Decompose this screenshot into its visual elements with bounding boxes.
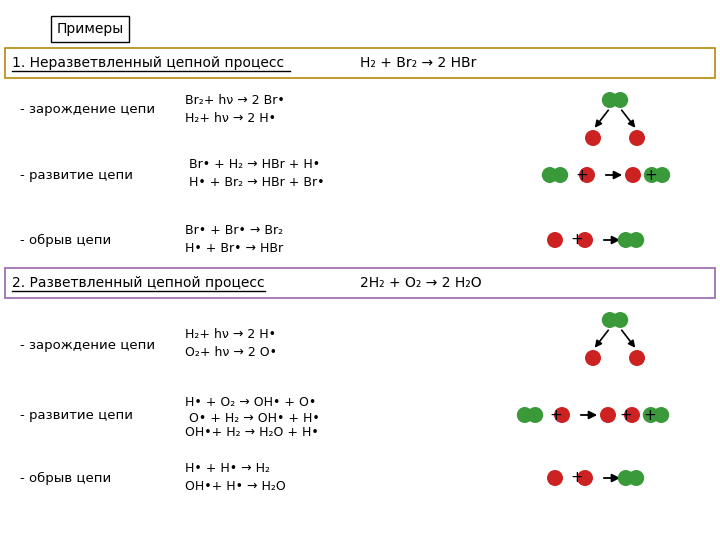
Circle shape xyxy=(653,407,669,423)
Circle shape xyxy=(612,92,628,108)
Text: H• + Br₂ → HBr + Br•: H• + Br₂ → HBr + Br• xyxy=(185,177,325,190)
Text: H• + O₂ → OH• + O•: H• + O₂ → OH• + O• xyxy=(185,396,316,409)
Text: +: + xyxy=(575,167,588,183)
Text: H₂+ hν → 2 H•: H₂+ hν → 2 H• xyxy=(185,328,276,341)
Text: +: + xyxy=(644,167,657,183)
Circle shape xyxy=(654,167,670,183)
Circle shape xyxy=(547,470,563,486)
FancyBboxPatch shape xyxy=(5,268,715,298)
Circle shape xyxy=(618,232,634,248)
Text: Br₂+ hν → 2 Br•: Br₂+ hν → 2 Br• xyxy=(185,93,284,106)
Circle shape xyxy=(552,167,568,183)
Circle shape xyxy=(547,232,563,248)
Text: H₂+ hν → 2 H•: H₂+ hν → 2 H• xyxy=(185,111,276,125)
Text: - зарождение цепи: - зарождение цепи xyxy=(20,339,155,352)
Text: O• + H₂ → OH• + H•: O• + H₂ → OH• + H• xyxy=(185,411,320,424)
FancyBboxPatch shape xyxy=(5,48,715,78)
Text: Br• + Br• → Br₂: Br• + Br• → Br₂ xyxy=(185,224,283,237)
Text: H• + H• → H₂: H• + H• → H₂ xyxy=(185,462,270,475)
Text: +: + xyxy=(570,233,582,247)
Circle shape xyxy=(628,470,644,486)
Circle shape xyxy=(629,130,645,146)
Text: OH•+ H₂ → H₂O + H•: OH•+ H₂ → H₂O + H• xyxy=(185,427,319,440)
Circle shape xyxy=(602,92,618,108)
Circle shape xyxy=(600,407,616,423)
Circle shape xyxy=(618,470,634,486)
Circle shape xyxy=(527,407,543,423)
Circle shape xyxy=(579,167,595,183)
Text: - зарождение цепи: - зарождение цепи xyxy=(20,104,155,117)
Circle shape xyxy=(554,407,570,423)
Circle shape xyxy=(577,470,593,486)
Text: H₂ + Br₂ → 2 HBr: H₂ + Br₂ → 2 HBr xyxy=(360,56,477,70)
Text: OH•+ H• → H₂O: OH•+ H• → H₂O xyxy=(185,480,286,492)
Text: 2. Разветвленный цепной процесс: 2. Разветвленный цепной процесс xyxy=(12,276,265,290)
Text: 2H₂ + O₂ → 2 H₂O: 2H₂ + O₂ → 2 H₂O xyxy=(360,276,482,290)
Circle shape xyxy=(625,167,641,183)
Circle shape xyxy=(628,232,644,248)
Circle shape xyxy=(585,350,601,366)
Text: +: + xyxy=(570,470,582,485)
Text: 1. Неразветвленный цепной процесс: 1. Неразветвленный цепной процесс xyxy=(12,56,284,70)
Text: +: + xyxy=(643,408,656,422)
Text: +: + xyxy=(619,408,631,422)
Text: H• + Br• → HBr: H• + Br• → HBr xyxy=(185,241,283,254)
Circle shape xyxy=(585,130,601,146)
Text: Br• + H₂ → HBr + H•: Br• + H₂ → HBr + H• xyxy=(185,159,320,172)
Circle shape xyxy=(541,167,558,183)
Circle shape xyxy=(612,312,628,328)
Text: O₂+ hν → 2 O•: O₂+ hν → 2 O• xyxy=(185,347,277,360)
Circle shape xyxy=(643,407,659,423)
Circle shape xyxy=(602,312,618,328)
Circle shape xyxy=(577,232,593,248)
Text: - развитие цепи: - развитие цепи xyxy=(20,168,133,181)
Text: - обрыв цепи: - обрыв цепи xyxy=(20,233,112,247)
Circle shape xyxy=(644,167,660,183)
Circle shape xyxy=(517,407,533,423)
Text: +: + xyxy=(549,408,562,422)
Circle shape xyxy=(624,407,640,423)
Text: - обрыв цепи: - обрыв цепи xyxy=(20,471,112,484)
Text: - развитие цепи: - развитие цепи xyxy=(20,408,133,422)
Text: Примеры: Примеры xyxy=(56,22,124,36)
Circle shape xyxy=(629,350,645,366)
